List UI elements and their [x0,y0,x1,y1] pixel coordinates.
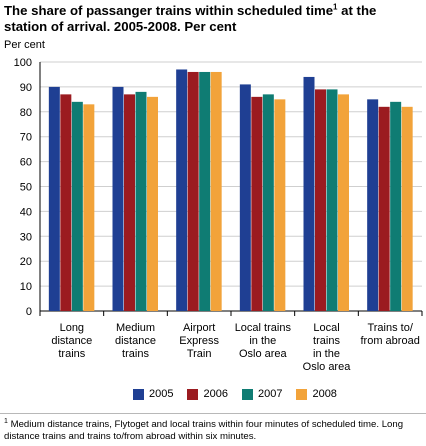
footnote-text: Medium distance trains, Flytoget and loc… [4,419,404,442]
bar [326,89,338,311]
y-tick-label: 80 [20,107,32,119]
bar [124,94,135,312]
bar [199,71,211,312]
y-tick-label: 70 [20,132,32,144]
legend-swatch [241,388,253,400]
y-tick-label: 100 [14,57,32,69]
legend-label: 2007 [257,388,283,400]
bar [210,71,222,312]
footnote: 1 Medium distance trains, Flytoget and l… [4,417,422,443]
legend-swatch [296,388,308,400]
footnote-divider [0,413,426,414]
y-tick-label: 60 [20,157,32,169]
y-tick-label: 0 [26,306,32,318]
y-tick-label: 30 [20,231,32,243]
bar [60,94,72,312]
legend-label: 2008 [312,388,337,400]
y-tick-label: 20 [20,256,32,268]
x-category-label: Airport Express Train [179,322,219,360]
bar [187,71,199,312]
bar [401,106,413,311]
legend-swatch [133,388,144,400]
legend: 2005 2006 2007 2008 [133,388,351,400]
bar [48,86,60,312]
bar [176,69,188,311]
y-tick-label: 90 [20,82,32,94]
legend-item: 2008 [296,388,337,400]
bar [135,91,147,311]
bar [367,99,379,311]
y-tick-label: 50 [20,182,32,194]
legend-label: 2005 [149,388,174,400]
bar-chart: 0 10 20 30 40 50 60 70 80 90 100 Long distance trains… [14,57,423,373]
footnote-marker: 1 [333,2,338,12]
chart-title: The share of passanger trains within sch… [4,3,419,35]
x-category-label: Local trains in the Oslo area [303,322,352,373]
y-tick-label: 10 [20,281,32,293]
bar [338,94,349,312]
legend-item: 2006 [187,388,228,400]
legend-label: 2006 [203,388,228,400]
bar [303,76,315,311]
x-category-label: Medium distance trains [115,322,156,360]
legend-item: 2005 [133,388,173,400]
x-category-label: Trains to/from abroad [361,322,420,347]
bar [378,106,390,311]
bar [390,101,402,311]
bar [274,99,286,311]
chart-title-main: The share of passanger trains within sch… [4,3,334,18]
footnote-number: 1 [4,417,8,425]
legend-swatch [187,388,199,400]
x-category-label: Local trains in the Oslo area [235,322,292,360]
bar [147,96,158,311]
bar [315,89,326,311]
bar [251,96,263,311]
y-axis-unit-label: Per cent [4,39,45,51]
legend-item: 2007 [241,388,283,400]
x-category-label: Long distance trains [51,322,92,360]
y-tick-label: 40 [20,206,32,218]
bar [262,94,274,312]
bar [83,104,95,311]
bar [112,86,124,312]
chart-title-rest: at the station of arrival. 2005-2008. Pe… [4,3,377,34]
bar [71,101,83,311]
bar [239,84,251,311]
